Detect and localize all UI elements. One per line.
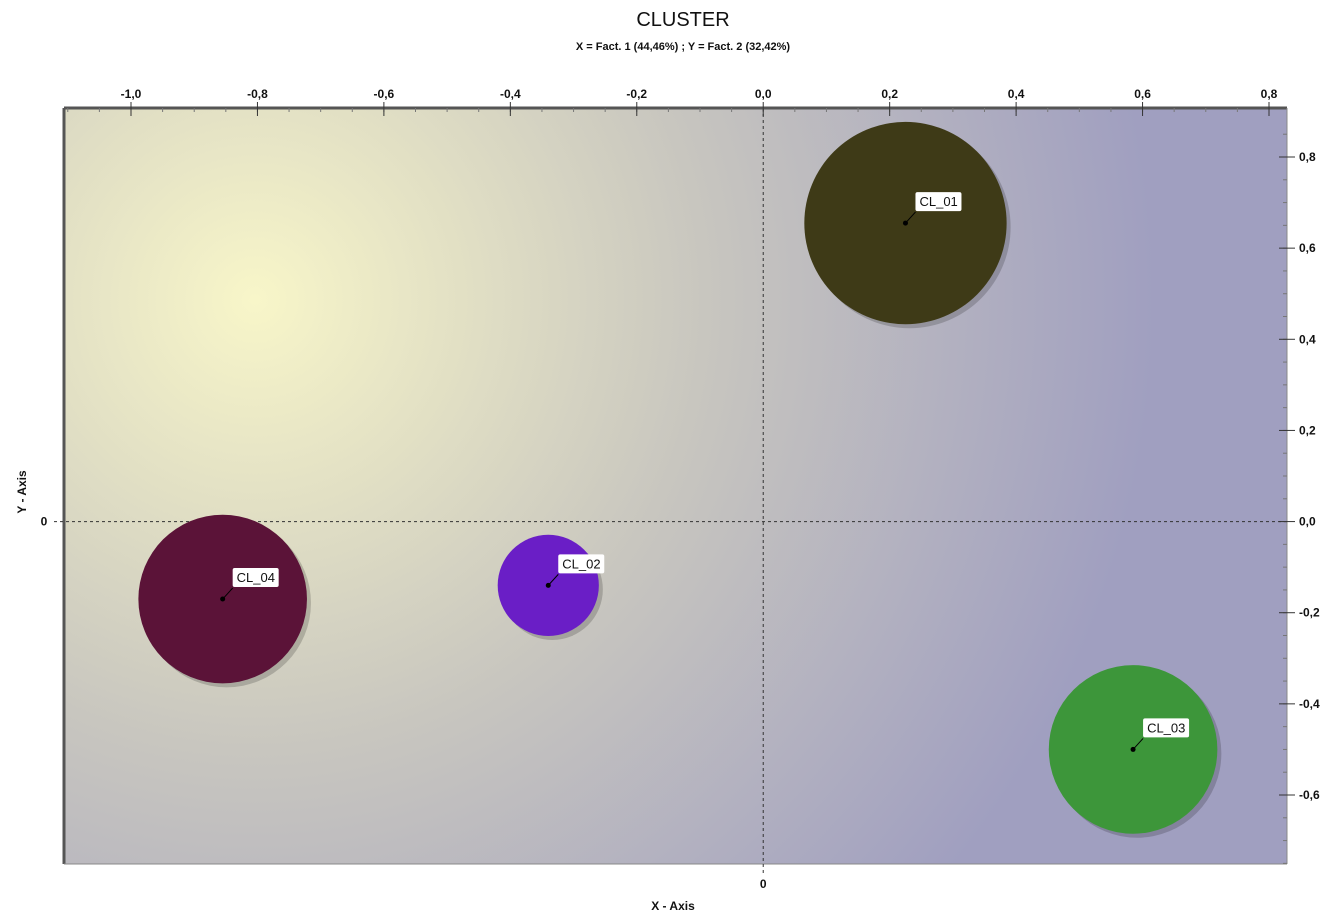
x-tick-label: 0,8 [1261,87,1278,101]
label-leader [547,574,559,586]
label-leader [905,211,916,224]
x-tick-label: 0,2 [881,87,898,101]
x-tick-label: -1,0 [121,87,142,101]
chart-subtitle: X = Fact. 1 (44,46%) ; Y = Fact. 2 (32,4… [576,41,791,53]
x-tick-label: -0,2 [626,87,647,101]
plot-area: -1,0 -0,8 -0,6 -0,4 -0,2 0,0 0,2 0,4 0,6 0,8 0,8 0,… [41,87,1320,891]
label-box [558,554,605,574]
x-origin-label: 0 [760,877,767,891]
x-tick-label: 0,6 [1134,87,1151,101]
y-tick-label: -0,4 [1299,697,1320,711]
x-axis-title: X - Axis [651,899,695,913]
y-tick-label: 0,4 [1299,332,1316,346]
chart-title: CLUSTER [636,9,729,31]
cluster-label: CL_03 [1147,720,1185,735]
label-leader [222,587,234,600]
x-tick-label: -0,8 [247,87,268,101]
y-origin-label: 0 [41,515,48,529]
cluster-label: CL_04 [237,570,275,585]
y-tick-label: -0,6 [1299,788,1320,802]
y-tick-label: 0,2 [1299,423,1316,437]
label-box [915,192,962,212]
y-tick-label: 0,6 [1299,241,1316,255]
x-tick-label: -0,4 [500,87,521,101]
y-tick-label: 0,8 [1299,150,1316,164]
x-tick-label: 0,4 [1008,87,1025,101]
cluster-label: CL_02 [562,556,600,571]
label-leader [1132,738,1144,750]
label-box [232,568,279,588]
y-axis-title: Y - Axis [15,470,29,514]
y-tick-label: 0,0 [1299,515,1316,529]
label-box [1143,718,1190,738]
cluster-label: CL_01 [919,194,957,209]
x-tick-label: 0,0 [755,87,772,101]
x-tick-label: -0,6 [374,87,395,101]
y-tick-label: -0,2 [1299,606,1320,620]
